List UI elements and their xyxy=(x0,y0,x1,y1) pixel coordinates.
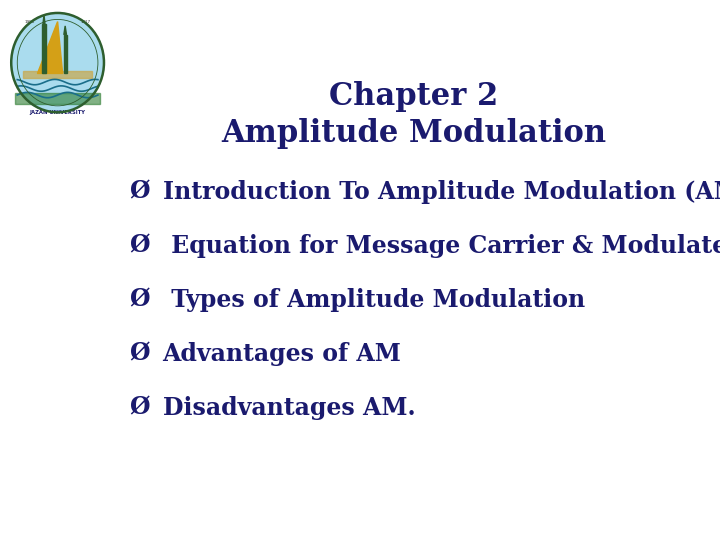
Text: 1417: 1417 xyxy=(81,19,91,24)
Text: Ø: Ø xyxy=(129,234,150,258)
Text: Ø: Ø xyxy=(129,342,150,366)
Circle shape xyxy=(12,13,104,112)
Text: 1996: 1996 xyxy=(24,19,35,24)
Text: Types of Amplitude Modulation: Types of Amplitude Modulation xyxy=(163,288,585,312)
Polygon shape xyxy=(37,22,63,73)
Polygon shape xyxy=(42,24,45,73)
Text: JAZAN UNIVERSITY: JAZAN UNIVERSITY xyxy=(30,110,86,115)
Text: Advantages of AM: Advantages of AM xyxy=(163,342,402,366)
Text: Ø: Ø xyxy=(129,396,150,420)
Text: Introduction To Amplitude Modulation (AM): Introduction To Amplitude Modulation (AM… xyxy=(163,180,720,204)
Text: Disadvantages AM.: Disadvantages AM. xyxy=(163,396,415,420)
Text: Equation for Message Carrier & Modulated Wave: Equation for Message Carrier & Modulated… xyxy=(163,234,720,258)
Polygon shape xyxy=(63,35,67,73)
Polygon shape xyxy=(43,15,45,24)
Polygon shape xyxy=(23,71,92,78)
Polygon shape xyxy=(15,93,100,104)
Polygon shape xyxy=(64,26,66,35)
Text: Ø: Ø xyxy=(129,288,150,312)
Text: Chapter 2
Amplitude Modulation: Chapter 2 Amplitude Modulation xyxy=(221,82,606,150)
Text: Ø: Ø xyxy=(129,180,150,204)
